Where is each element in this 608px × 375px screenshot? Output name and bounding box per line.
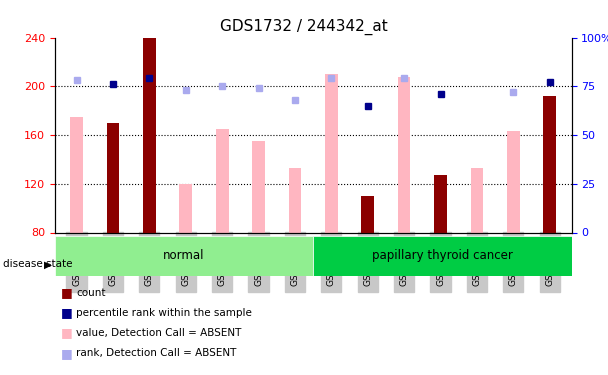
Bar bbox=[106, 123, 119, 232]
Text: ■: ■ bbox=[61, 286, 72, 299]
Bar bbox=[179, 184, 192, 232]
Text: rank, Detection Call = ABSENT: rank, Detection Call = ABSENT bbox=[76, 348, 237, 358]
Bar bbox=[289, 168, 302, 232]
Text: ■: ■ bbox=[61, 327, 72, 339]
Text: percentile rank within the sample: percentile rank within the sample bbox=[76, 308, 252, 318]
Bar bbox=[216, 129, 229, 232]
Bar bbox=[313, 236, 572, 276]
Bar bbox=[325, 74, 337, 232]
Bar bbox=[544, 96, 556, 232]
Bar bbox=[507, 131, 520, 232]
Bar bbox=[471, 168, 483, 232]
Bar bbox=[143, 38, 156, 232]
Text: GDS1732 / 244342_at: GDS1732 / 244342_at bbox=[220, 19, 388, 35]
Text: count: count bbox=[76, 288, 106, 297]
Text: papillary thyroid cancer: papillary thyroid cancer bbox=[372, 249, 513, 262]
Text: value, Detection Call = ABSENT: value, Detection Call = ABSENT bbox=[76, 328, 241, 338]
Bar bbox=[361, 196, 374, 232]
Text: disease state: disease state bbox=[3, 260, 72, 269]
Bar bbox=[70, 117, 83, 232]
Bar bbox=[434, 175, 447, 232]
Text: ■: ■ bbox=[61, 306, 72, 319]
Bar bbox=[252, 141, 265, 232]
Text: ■: ■ bbox=[61, 347, 72, 360]
Bar bbox=[55, 236, 313, 276]
Text: ▶: ▶ bbox=[44, 260, 52, 269]
Bar bbox=[398, 76, 410, 232]
Text: normal: normal bbox=[163, 249, 205, 262]
